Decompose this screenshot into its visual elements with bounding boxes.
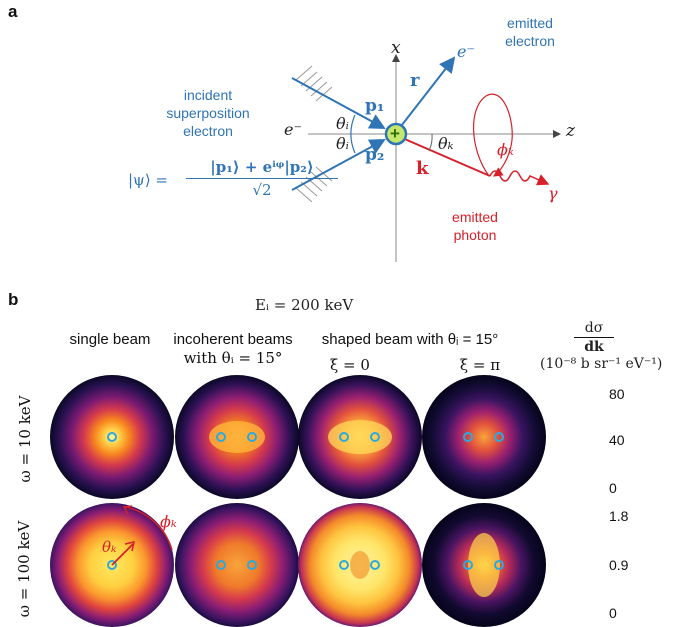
cbar1-tick-0: 0	[609, 480, 617, 496]
theta-k-symbol: θₖ	[438, 134, 454, 153]
panel-a-label: a	[8, 2, 18, 21]
map-xi0-100kev	[298, 503, 422, 627]
map-xi0-10kev	[298, 375, 422, 499]
photon-wave	[489, 170, 550, 186]
energy-label: Eᵢ = 200 keV	[255, 296, 354, 314]
inset-theta-k: θₖ	[102, 538, 117, 556]
cbar2-tick-0.9: 0.9	[609, 557, 629, 573]
colorbar-units: (10⁻⁸ b sr⁻¹ eV⁻¹)	[540, 356, 663, 372]
axis-z-label: z	[566, 121, 575, 141]
p2-symbol: p₂	[365, 145, 385, 165]
r-symbol: r	[410, 70, 420, 91]
cbar2-tick-1.8: 1.8	[609, 508, 629, 524]
incident-electron-text: incident superposition electron	[166, 87, 250, 139]
scattering-diagram	[291, 54, 561, 262]
cbar2-tick-0: 0	[609, 605, 617, 621]
k-symbol: k	[416, 158, 429, 179]
cbar1-tick-80: 80	[609, 386, 625, 402]
map-incoherent-10kev	[175, 375, 299, 499]
map-incoherent-100kev	[175, 503, 299, 627]
psi-lhs: |ψ⟩ =	[128, 171, 169, 189]
panel-b-label: b	[8, 290, 19, 309]
map-single-100kev	[50, 503, 174, 627]
map-xipi-10kev	[422, 375, 546, 499]
cbar1-tick-40: 40	[609, 432, 625, 448]
psi-fraction-bar	[186, 178, 338, 179]
nucleus-plus: +	[390, 124, 400, 143]
psi-fraction: |p₁⟩ + eⁱᵠ|p₂⟩ √2	[186, 158, 338, 199]
col-title-shaped: shaped beam with θᵢ = 15°	[321, 331, 499, 348]
inset-phi-k: ϕₖ	[160, 512, 177, 531]
emitted-electron-text: emitted electron	[505, 15, 555, 49]
map-xipi-100kev	[422, 503, 546, 627]
col-title-incoherent: incoherent beams with θᵢ = 15°	[173, 331, 293, 367]
phi-k-symbol: ϕₖ	[497, 140, 514, 159]
incident-wavefront-top	[295, 65, 333, 102]
p1-arrow	[291, 77, 386, 129]
e-top-symbol: e⁻	[457, 42, 475, 61]
theta-i-arc	[350, 114, 356, 154]
theta-k-arc	[428, 133, 433, 152]
r-arrow	[397, 56, 456, 131]
p1-symbol: p₁	[365, 96, 385, 116]
phi-k-loop	[473, 93, 513, 177]
colorbar-title: dσ dk	[566, 320, 622, 355]
map-single-10kev	[50, 375, 174, 499]
psi-numerator: |p₁⟩ + eⁱᵠ|p₂⟩	[210, 158, 314, 176]
theta-i-bottom-symbol: θᵢ	[336, 134, 349, 153]
emitted-photon-text: emitted photon	[452, 209, 498, 243]
nucleus	[384, 122, 408, 146]
col-title-single: single beam	[69, 331, 151, 348]
gamma-symbol: γ	[548, 184, 558, 203]
p2-arrow	[291, 139, 386, 191]
col-title-xipi: ξ = π	[459, 356, 501, 374]
psi-denominator: √2	[252, 181, 272, 199]
theta-i-top-symbol: θᵢ	[336, 114, 349, 133]
k-arrow	[399, 136, 491, 177]
col-title-xi0: ξ = 0	[330, 356, 370, 374]
e-left-symbol: e⁻	[284, 120, 302, 139]
axis-x-label: x	[391, 38, 401, 58]
angular-maps	[50, 375, 546, 627]
